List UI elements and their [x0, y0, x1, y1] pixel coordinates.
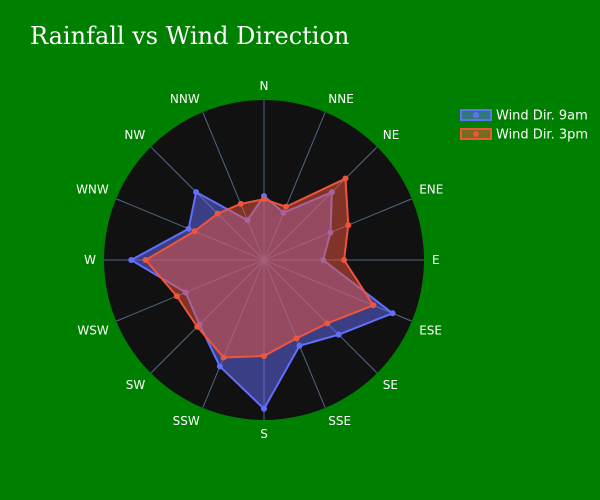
series-wind-dir-3pm: [142, 175, 377, 361]
data-point: [341, 257, 347, 263]
data-point: [261, 196, 267, 203]
data-point: [193, 189, 200, 196]
direction-label-wnw: WNW: [76, 183, 109, 197]
data-point: [194, 323, 201, 330]
legend-label: Wind Dir. 9am: [496, 109, 588, 124]
legend: Wind Dir. 9am Wind Dir. 3pm: [460, 109, 588, 143]
angular-tick-labels: N NNE NE ENE E ESE SE SSE S SSW SW WSW W WNW NW NNW: [76, 79, 443, 441]
data-point: [185, 225, 192, 232]
direction-label-sse: SSE: [328, 414, 351, 428]
chart-title: Rainfall vs Wind Direction: [30, 22, 350, 50]
direction-label-se: SE: [383, 378, 398, 392]
direction-label-ene: ENE: [419, 183, 443, 197]
legend-marker: [473, 131, 479, 137]
legend-marker: [473, 112, 479, 118]
legend-item[interactable]: Wind Dir. 9am: [460, 109, 588, 124]
data-point: [293, 335, 300, 342]
direction-label-ese: ESE: [419, 323, 442, 337]
data-point: [214, 210, 221, 217]
data-point: [342, 175, 349, 182]
data-point: [173, 293, 180, 300]
data-point: [191, 228, 198, 235]
direction-label-nne: NNE: [328, 92, 354, 106]
direction-label-ne: NE: [383, 128, 400, 142]
data-point: [296, 342, 303, 349]
direction-label-n: N: [260, 79, 269, 93]
data-point: [237, 200, 244, 207]
data-point: [283, 203, 290, 210]
direction-label-wsw: WSW: [77, 323, 108, 337]
direction-label-sw: SW: [126, 378, 146, 392]
data-point: [335, 331, 342, 338]
data-point: [220, 354, 227, 361]
data-point: [370, 302, 377, 309]
direction-label-nw: NW: [124, 128, 145, 142]
data-point: [216, 363, 223, 370]
legend-label: Wind Dir. 3pm: [496, 128, 588, 143]
direction-label-w: W: [84, 253, 96, 267]
direction-label-nnw: NNW: [170, 92, 200, 106]
data-point: [261, 353, 267, 359]
data-point: [261, 405, 267, 412]
data-point: [324, 320, 331, 327]
legend-item[interactable]: Wind Dir. 3pm: [460, 128, 588, 143]
data-point: [142, 257, 149, 263]
data-point: [128, 257, 135, 263]
data-point: [389, 310, 396, 317]
direction-label-e: E: [432, 253, 440, 267]
direction-label-s: S: [260, 427, 268, 441]
data-point: [345, 222, 352, 229]
direction-label-ssw: SSW: [173, 414, 200, 428]
